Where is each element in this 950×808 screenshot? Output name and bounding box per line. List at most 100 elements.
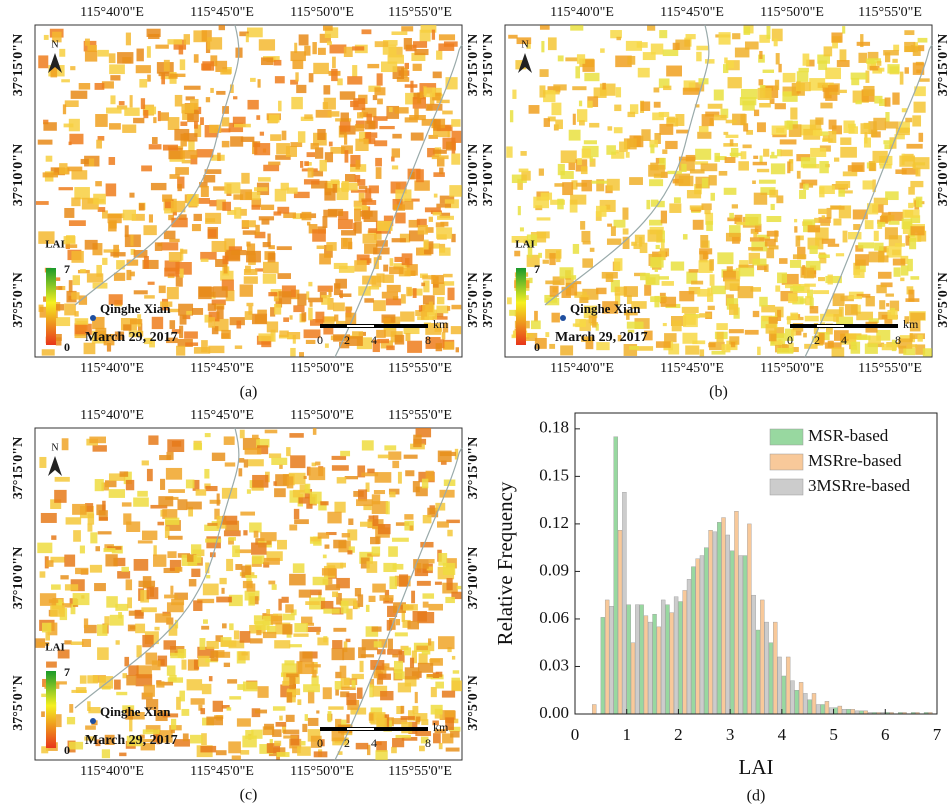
field-patch bbox=[200, 185, 209, 198]
field-patch bbox=[105, 554, 118, 567]
field-patch bbox=[385, 298, 402, 306]
field-patch bbox=[110, 95, 116, 105]
field-patch bbox=[823, 85, 832, 99]
field-patch bbox=[50, 66, 58, 78]
field-patch bbox=[615, 87, 622, 98]
field-patch bbox=[828, 119, 837, 130]
field-patch bbox=[50, 556, 66, 563]
field-patch bbox=[337, 78, 343, 86]
field-patch bbox=[825, 323, 833, 335]
field-patch bbox=[384, 714, 390, 727]
field-patch bbox=[759, 296, 768, 307]
field-patch bbox=[45, 631, 50, 641]
field-patch bbox=[912, 46, 921, 56]
field-patch bbox=[207, 303, 216, 311]
field-patch bbox=[588, 315, 597, 324]
field-patch bbox=[451, 119, 461, 127]
field-patch bbox=[699, 313, 711, 318]
field-patch bbox=[254, 231, 266, 239]
field-patch bbox=[423, 239, 429, 250]
field-patch bbox=[660, 239, 665, 251]
field-patch bbox=[160, 112, 169, 121]
field-patch bbox=[201, 63, 212, 71]
field-patch bbox=[779, 139, 797, 145]
field-patch bbox=[286, 692, 293, 703]
field-patch bbox=[297, 661, 315, 675]
field-patch bbox=[210, 55, 218, 67]
field-patch bbox=[155, 730, 173, 743]
field-patch bbox=[353, 200, 367, 207]
field-patch bbox=[339, 341, 350, 349]
field-patch bbox=[430, 658, 443, 666]
field-patch bbox=[551, 312, 560, 323]
field-patch bbox=[60, 575, 69, 580]
field-patch bbox=[146, 699, 159, 710]
field-patch bbox=[352, 46, 365, 51]
field-patch bbox=[193, 554, 202, 563]
field-patch bbox=[126, 735, 143, 747]
field-patch bbox=[432, 211, 442, 216]
field-patch bbox=[414, 180, 430, 191]
field-patch bbox=[321, 295, 331, 305]
lon-label: 115°45'0"E bbox=[190, 361, 254, 376]
field-patch bbox=[848, 231, 862, 240]
field-patch bbox=[375, 741, 382, 746]
field-patch bbox=[907, 258, 913, 272]
field-patch bbox=[297, 746, 311, 756]
field-patch bbox=[101, 482, 109, 491]
field-patch bbox=[54, 304, 65, 311]
field-patch bbox=[126, 269, 132, 281]
field-patch bbox=[195, 489, 207, 496]
field-patch bbox=[404, 62, 410, 70]
field-patch bbox=[115, 603, 129, 611]
field-patch bbox=[78, 83, 91, 90]
field-patch bbox=[146, 46, 151, 58]
field-patch bbox=[370, 536, 380, 545]
field-patch bbox=[716, 331, 724, 343]
field-patch bbox=[211, 452, 226, 461]
field-patch bbox=[247, 459, 264, 467]
field-patch bbox=[253, 615, 264, 625]
field-patch bbox=[807, 237, 824, 250]
field-patch bbox=[775, 53, 780, 65]
field-patch bbox=[753, 109, 760, 117]
field-patch bbox=[884, 144, 893, 150]
field-patch bbox=[557, 198, 564, 210]
field-patch bbox=[262, 242, 271, 248]
bar bbox=[824, 701, 830, 715]
field-patch bbox=[447, 305, 451, 311]
field-patch bbox=[261, 336, 272, 348]
field-patch bbox=[316, 245, 325, 249]
field-patch bbox=[372, 515, 379, 526]
field-patch bbox=[416, 218, 427, 227]
field-patch bbox=[629, 177, 643, 185]
field-patch bbox=[732, 236, 740, 244]
field-patch bbox=[389, 258, 394, 266]
bar bbox=[669, 612, 674, 715]
field-patch bbox=[332, 183, 338, 193]
field-patch bbox=[289, 573, 306, 586]
field-patch bbox=[332, 640, 343, 649]
field-patch bbox=[391, 537, 409, 542]
field-patch bbox=[661, 281, 674, 286]
field-patch bbox=[258, 39, 276, 51]
field-patch bbox=[381, 663, 390, 669]
field-patch bbox=[232, 545, 240, 558]
field-patch bbox=[233, 630, 240, 640]
field-patch bbox=[393, 263, 407, 270]
field-patch bbox=[851, 77, 860, 86]
field-patch bbox=[850, 72, 868, 80]
field-patch bbox=[50, 499, 62, 509]
field-patch bbox=[627, 111, 636, 118]
bar bbox=[837, 705, 843, 715]
bar bbox=[742, 555, 748, 715]
field-patch bbox=[130, 248, 136, 255]
x-tick-label: 0 bbox=[571, 725, 580, 744]
field-patch bbox=[818, 254, 830, 258]
field-patch bbox=[183, 85, 201, 90]
field-patch bbox=[125, 708, 133, 720]
field-patch bbox=[89, 564, 103, 573]
field-patch bbox=[266, 551, 283, 561]
field-patch bbox=[919, 78, 930, 82]
field-patch bbox=[378, 639, 388, 648]
